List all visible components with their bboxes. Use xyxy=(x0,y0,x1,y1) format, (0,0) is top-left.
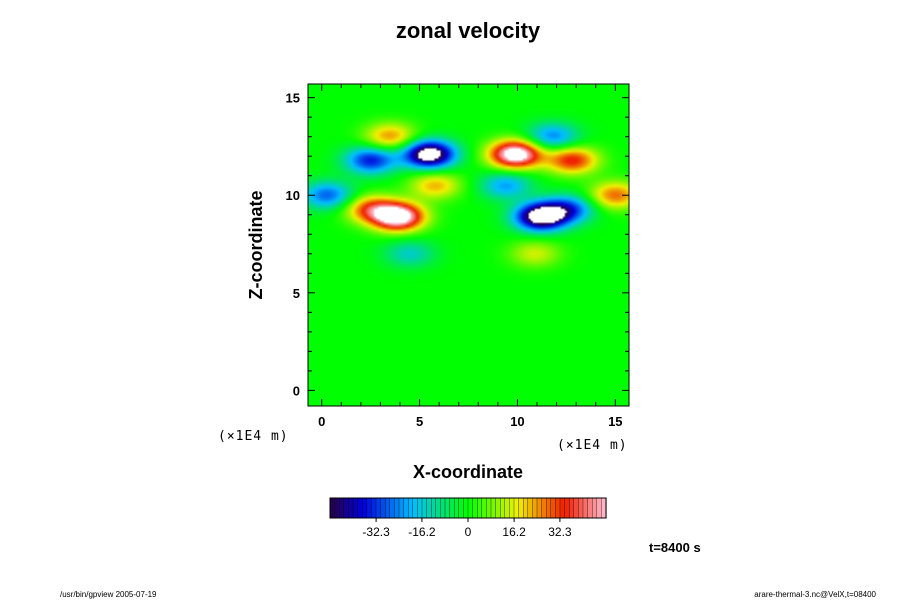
colorbar-swatch xyxy=(564,497,570,519)
footer-left: /usr/bin/gpview 2005-07-19 xyxy=(60,590,157,599)
colorbar-swatch xyxy=(569,497,575,519)
colorbar-swatch xyxy=(389,497,395,519)
colorbar-swatch xyxy=(444,497,451,519)
colorbar-swatch xyxy=(417,497,423,519)
colorbar-swatch xyxy=(394,497,400,519)
colorbar-tick-label: 16.2 xyxy=(502,525,526,539)
colorbar-swatch xyxy=(541,497,547,519)
colorbar-swatch xyxy=(592,497,598,519)
colorbar-swatch xyxy=(527,497,533,519)
colorbar-swatch xyxy=(398,497,405,519)
colorbar-swatch xyxy=(366,497,372,519)
colorbar-swatch xyxy=(582,497,589,519)
colorbar-swatch xyxy=(550,497,556,519)
colorbar-swatch xyxy=(339,497,345,519)
colorbar-tick-label: 32.3 xyxy=(548,525,572,539)
colorbar-swatch xyxy=(449,497,455,519)
x-tick-marks: 0 5 10 15 xyxy=(318,84,623,429)
colorbar-swatch xyxy=(513,497,520,519)
footer-right: arare-thermal-3.nc@VelX,t=08400 xyxy=(754,590,876,599)
colorbar-swatch xyxy=(472,497,478,519)
colorbar-swatch xyxy=(412,497,418,519)
colorbar-swatch xyxy=(343,497,349,519)
colorbar: -32.3 -16.2 0 16.2 32.3 xyxy=(329,497,607,539)
colorbar-swatch xyxy=(329,497,336,519)
colorbar-swatch xyxy=(587,497,593,519)
plot-area: 0 5 10 15 0 5 10 15 xyxy=(286,83,630,429)
x-unit-label: (×1E4 m) xyxy=(557,438,628,453)
colorbar-swatch xyxy=(440,497,446,519)
y-unit-label: (×1E4 m) xyxy=(218,429,289,444)
colorbar-swatch xyxy=(467,497,474,519)
y-tick-label: 5 xyxy=(293,286,300,301)
y-tick-label: 15 xyxy=(286,91,300,106)
colorbar-swatch xyxy=(555,497,561,519)
colorbar-swatch xyxy=(408,497,414,519)
colorbar-swatch xyxy=(518,497,524,519)
colorbar-swatch xyxy=(421,497,428,519)
colorbar-swatch xyxy=(375,497,382,519)
colorbar-swatch xyxy=(532,497,538,519)
colorbar-swatch xyxy=(495,497,501,519)
colorbar-swatch xyxy=(509,497,515,519)
colorbar-swatch xyxy=(431,497,437,519)
colorbar-swatch xyxy=(426,497,432,519)
colorbar-swatch xyxy=(454,497,460,519)
velocity-field xyxy=(308,84,629,406)
x-axis-label: X-coordinate xyxy=(413,462,523,482)
colorbar-swatch xyxy=(334,497,340,519)
colorbar-swatch xyxy=(523,497,529,519)
colorbar-swatch xyxy=(500,497,506,519)
x-tick-label: 10 xyxy=(510,414,524,429)
colorbar-swatch xyxy=(403,497,409,519)
y-axis-label: Z-coordinate xyxy=(246,190,266,299)
colorbar-tick-label: -16.2 xyxy=(408,525,436,539)
colorbar-swatch xyxy=(348,497,354,519)
colorbar-tick-label: 0 xyxy=(465,525,472,539)
colorbar-swatch xyxy=(504,497,510,519)
y-tick-marks: 0 5 10 15 xyxy=(286,91,629,398)
chart-title: zonal velocity xyxy=(396,18,541,43)
colorbar-swatch xyxy=(490,497,497,519)
colorbar-swatch xyxy=(596,497,602,519)
time-label: t=8400 s xyxy=(649,540,701,555)
colorbar-swatch xyxy=(352,497,359,519)
y-tick-label: 0 xyxy=(293,383,300,398)
colorbar-swatch xyxy=(559,497,566,519)
y-tick-label: 10 xyxy=(286,188,300,203)
colorbar-swatch xyxy=(486,497,492,519)
colorbar-swatch xyxy=(458,497,464,519)
colorbar-swatch xyxy=(481,497,487,519)
colorbar-swatch xyxy=(578,497,584,519)
colorbar-swatch xyxy=(477,497,483,519)
colorbar-swatch xyxy=(371,497,377,519)
colorbar-swatch xyxy=(362,497,368,519)
colorbar-swatch xyxy=(573,497,579,519)
colorbar-swatch xyxy=(380,497,386,519)
x-tick-label: 5 xyxy=(416,414,423,429)
colorbar-swatch xyxy=(357,497,363,519)
colorbar-tick-label: -32.3 xyxy=(362,525,390,539)
colorbar-swatch xyxy=(546,497,552,519)
colorbar-swatch xyxy=(536,497,543,519)
colorbar-swatch xyxy=(435,497,441,519)
colorbar-swatch xyxy=(385,497,391,519)
x-tick-label: 0 xyxy=(318,414,325,429)
plot-frame xyxy=(307,83,630,407)
x-tick-label: 15 xyxy=(608,414,622,429)
colorbar-swatch xyxy=(463,497,469,519)
